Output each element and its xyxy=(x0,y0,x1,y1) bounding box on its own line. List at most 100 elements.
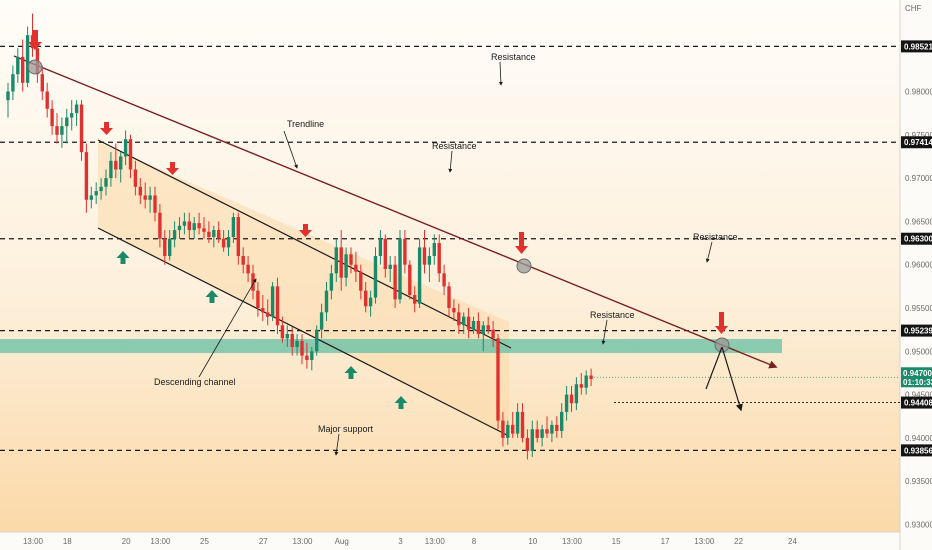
channel-upper-line xyxy=(97,139,512,349)
trendline-pointer xyxy=(283,130,298,169)
candle xyxy=(114,143,118,179)
candle-body xyxy=(236,217,240,257)
projection-up-line xyxy=(705,346,723,390)
x-tick-label: 13:00 xyxy=(562,537,583,546)
green-up-arrow-icon xyxy=(205,290,219,303)
candle-body xyxy=(506,424,510,438)
candle xyxy=(104,169,108,196)
candle-body xyxy=(373,256,378,298)
candle-body xyxy=(280,325,285,339)
candle-body xyxy=(349,254,353,265)
candle xyxy=(349,247,353,274)
y-tick-label: 0.96000 xyxy=(905,261,932,270)
candle-body xyxy=(94,191,98,196)
candle-body xyxy=(481,325,485,334)
candle xyxy=(256,282,260,317)
candle-body xyxy=(123,139,128,157)
trendline-label: Trendline xyxy=(287,119,324,129)
candle xyxy=(427,247,432,283)
candle xyxy=(6,82,10,118)
candle-body xyxy=(84,152,89,200)
candle xyxy=(515,403,520,438)
candle xyxy=(89,186,93,209)
support-pointer xyxy=(334,433,340,456)
candle xyxy=(192,217,196,239)
level-price-tag xyxy=(901,232,932,245)
candle-body xyxy=(266,312,270,317)
resistance-label-2: Resistance xyxy=(432,141,477,151)
candle xyxy=(471,316,476,334)
level-price-text: 0.96300 xyxy=(904,235,932,244)
countdown-text: 01:10:33 xyxy=(903,378,932,387)
candle xyxy=(560,403,564,438)
candle-body xyxy=(315,329,319,352)
candle xyxy=(569,385,574,412)
candle xyxy=(413,286,417,313)
candle-body xyxy=(417,247,422,304)
candle-body xyxy=(25,35,30,83)
candle-body xyxy=(231,217,236,237)
candle-body xyxy=(555,424,559,431)
candle xyxy=(305,342,309,369)
candle-body xyxy=(462,316,466,326)
plot-background xyxy=(0,0,900,532)
candle-body xyxy=(197,223,201,229)
x-tick-label: 22 xyxy=(734,537,743,546)
x-tick-label: 13:00 xyxy=(292,537,313,546)
candle xyxy=(359,264,363,300)
candle xyxy=(246,256,250,283)
candle-body xyxy=(398,238,402,300)
candle xyxy=(261,295,265,321)
candle-body xyxy=(119,156,123,170)
candle xyxy=(525,429,530,460)
candle-body xyxy=(275,286,280,326)
trendline-touch-circle-1 xyxy=(27,59,43,75)
trendline xyxy=(13,55,778,369)
candle-body xyxy=(329,273,334,291)
candle-body xyxy=(457,312,461,326)
green-up-arrow-icon xyxy=(116,251,130,264)
candle-body xyxy=(515,411,520,434)
candle xyxy=(555,416,559,438)
candle xyxy=(545,416,549,438)
candle xyxy=(138,178,142,205)
candle-body xyxy=(202,228,206,232)
candle xyxy=(476,312,481,339)
candle xyxy=(466,308,471,339)
candle xyxy=(329,264,334,300)
candle xyxy=(221,230,226,252)
x-tick-label: 13:00 xyxy=(694,537,715,546)
y-tick-label: 0.94000 xyxy=(905,434,932,443)
level-price-labels: 0.98521 0.97414 0.96300 0.95239 0.94408 0.938… xyxy=(901,40,932,457)
red-down-arrows xyxy=(28,30,728,334)
channel-fill xyxy=(98,142,509,437)
candle-body xyxy=(471,320,476,330)
candle-body xyxy=(192,223,196,231)
candle xyxy=(99,178,103,200)
candle-body xyxy=(246,264,250,274)
level-price-tag xyxy=(901,396,932,409)
candle-body xyxy=(79,104,84,153)
candle-body xyxy=(520,411,525,438)
candle xyxy=(437,234,441,283)
level-price-text: 0.93856 xyxy=(904,446,932,455)
candle-body xyxy=(359,271,363,291)
candle-body xyxy=(177,225,182,231)
candle-body xyxy=(163,238,167,257)
candle-body xyxy=(364,290,368,307)
current-price-text: 0.94700 xyxy=(903,369,932,378)
resistance-pointer-2 xyxy=(448,150,453,173)
candle xyxy=(168,230,172,261)
red-down-arrow-icon xyxy=(715,312,728,334)
candle xyxy=(408,260,412,300)
candle-body xyxy=(422,247,427,265)
price-axis-background xyxy=(900,0,932,550)
resistance-label-1: Resistance xyxy=(491,52,536,62)
candle xyxy=(158,204,162,248)
current-price-tag xyxy=(901,367,932,388)
x-tick-label: 17 xyxy=(661,537,670,546)
trendline-touch-circle-3 xyxy=(714,337,730,353)
candle xyxy=(378,230,383,265)
candle xyxy=(123,130,128,166)
resistance-pointer-4 xyxy=(601,319,608,345)
